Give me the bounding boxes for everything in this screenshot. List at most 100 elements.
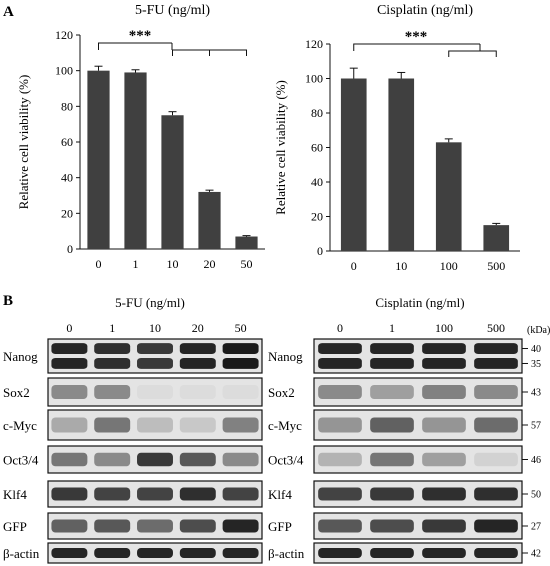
blot-left-band [51,385,88,399]
blot-left-band [222,519,259,533]
blot-left-band [94,519,131,533]
blot-right-lane-label: 1 [389,321,395,335]
chart2-category-label: 10 [395,259,407,273]
chart2-bar [435,142,462,251]
panel-a-label: A [3,4,14,20]
blot-left-band [179,487,216,501]
blot-left-protein-label: Nanog [3,349,38,364]
chart2-ytick-label: 100 [305,72,323,86]
chart-5fu: 5-FU (ng/ml) Relative cell viability (%) 0… [16,3,265,271]
blot-right-band [422,385,466,399]
blot-right-title: Cisplatin (ng/ml) [375,295,464,310]
blot-left-band [137,358,173,369]
blot-right-lane-label: 500 [487,321,505,335]
chart1-category-label: 20 [204,257,216,271]
blot-left-band [222,487,259,501]
blot-left-band [179,548,216,558]
blot-right-kda-label: 43 [531,388,541,399]
blot-left-band [179,417,216,433]
blot-left-band [94,548,131,558]
blot-left-band [51,343,88,354]
chart2-bracket-line [353,43,480,51]
chart2-ytick-label: 120 [305,37,323,51]
chart1-category-label: 1 [133,257,139,271]
chart2-bracket-line [448,50,497,57]
blot-right-kda-label: 46 [531,455,541,466]
chart1-bar [87,70,110,250]
blot-right-kda-label: 57 [531,421,541,432]
blot-right-band [422,452,466,467]
blot-left-band [94,385,131,399]
blot-right-band [318,548,362,558]
blot-left-band [94,452,131,467]
blot-left-band [94,487,131,501]
blot-right-band [370,417,414,433]
blot-left-lane-label: 20 [192,321,204,335]
chart-cisplatin: Cisplatin (ng/ml) Relative cell viability… [273,3,520,273]
blot-left-membrane [47,480,263,508]
chart1-ytick-label: 80 [61,99,73,113]
chart1-ylabel: Relative cell viability (%) [16,75,31,210]
blot-right-lane-label: 100 [435,321,453,335]
blot-right-kda-label: 35 [531,359,541,370]
chart2-bar [483,225,510,251]
blot-5fu: 5-FU (ng/ml) 0 1 10 20 50 Nanog Sox2 c-Myc Oct3/4… [3,295,263,564]
blot-right-protein-label: Klf4 [268,487,292,502]
chart2-significance-label: *** [405,29,428,45]
blot-right-band [422,358,466,369]
blot-left-protein-label: β-actin [3,546,40,561]
chart1-ytick-label: 20 [61,206,73,220]
blot-left-band [51,452,88,467]
blot-left-band [179,519,216,533]
blot-left-membrane [47,542,263,564]
chart1-ytick-label: 120 [55,28,73,42]
blot-left-band [222,343,259,354]
chart1-category-label: 10 [167,257,179,271]
blot-right-band [422,417,466,433]
chart1-significance-bracket: *** [98,28,247,56]
blot-left-band [51,487,88,501]
blot-left-band [94,417,131,433]
blot-left-membrane [47,338,263,374]
blot-right-membrane [313,338,523,374]
blot-cisplatin: Cisplatin (ng/ml) 0 1 100 500 (kDa) Nanog 40 35 S… [268,295,550,564]
blot-left-title: 5-FU (ng/ml) [115,295,185,310]
blot-left-band [222,417,259,433]
panel-b-label: B [3,293,13,309]
blot-left-band [137,343,173,354]
blot-right-band [318,358,362,369]
chart2-ytick-label: 60 [311,141,323,155]
blot-left-protein-label: Oct3/4 [3,453,39,468]
chart1-ytick-label: 40 [61,171,73,185]
blot-right-unit-label: (kDa) [527,325,550,336]
blot-left-band [137,452,173,467]
blot-right-band [474,358,518,369]
blot-right-band [318,487,362,501]
blot-right-band [474,548,518,558]
blot-left-band [137,487,173,501]
blot-right-band [422,487,466,501]
blot-left-band [51,358,88,369]
blot-left-protein-label: Klf4 [3,487,27,502]
chart2-ytick-label: 20 [311,210,323,224]
blot-right-protein-label: Oct3/4 [268,453,304,468]
blot-left-protein-label: c-Myc [3,418,37,433]
blot-left-membrane [47,512,263,540]
blot-right-kda-label: 42 [531,549,541,560]
chart1-bar [198,191,221,249]
blot-right-protein-label: β-actin [268,546,305,561]
blot-right-band [422,548,466,558]
blot-left-lane-label: 0 [66,321,72,335]
blot-right-band [370,487,414,501]
blot-left-band [51,417,88,433]
blot-right-protein-label: GFP [268,519,292,534]
blot-left-band [222,452,259,467]
chart2-ytick-label: 80 [311,106,323,120]
blot-left-band [51,548,88,558]
chart2-significance-bracket: *** [353,29,497,57]
blot-left-band [94,358,131,369]
blot-left-band [222,358,259,369]
chart1-category-label: 50 [241,257,253,271]
blot-right-membrane [313,512,523,540]
